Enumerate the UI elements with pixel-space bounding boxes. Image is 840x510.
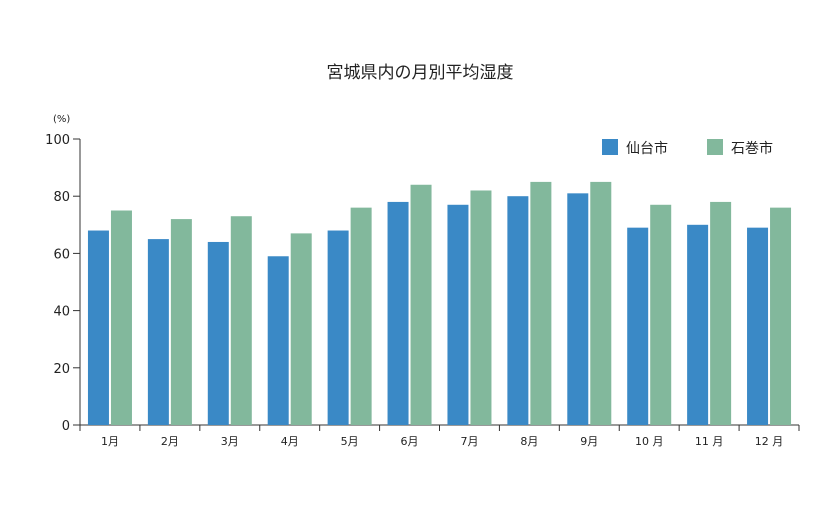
bar-1-8 (507, 196, 529, 425)
bar-1-1 (87, 230, 109, 425)
chart-title: 宮城県内の月別平均湿度 (327, 63, 514, 83)
bar-2-10 (650, 204, 672, 425)
bar-1-5 (327, 230, 349, 425)
bar-1-12 (747, 227, 769, 425)
bar-1-3 (207, 241, 229, 425)
x-category-label: 10 月 (635, 435, 664, 448)
y-tick-label: 80 (53, 190, 70, 205)
bar-2-3 (230, 216, 252, 425)
bar-2-11 (710, 201, 732, 425)
bar-2-4 (290, 233, 312, 425)
y-axis-unit-label: (%) (53, 114, 70, 125)
bar-2-12 (770, 207, 792, 425)
y-tick-label: 100 (45, 133, 70, 148)
legend-label: 石巻市 (731, 140, 773, 157)
x-category-label: 2月 (161, 435, 179, 448)
bar-1-9 (567, 193, 589, 425)
x-category-label: 3月 (221, 435, 239, 448)
x-category-label: 1月 (101, 435, 119, 448)
bar-1-2 (147, 239, 169, 425)
legend-swatch (602, 139, 618, 155)
x-category-label: 9月 (580, 435, 598, 448)
y-tick-label: 0 (62, 419, 70, 434)
x-category-label: 6月 (401, 435, 419, 448)
bar-2-6 (410, 184, 432, 425)
y-tick-label: 60 (53, 247, 70, 262)
bar-2-8 (530, 181, 552, 425)
bar-1-6 (387, 201, 409, 425)
bar-2-1 (110, 210, 132, 425)
bar-1-4 (267, 256, 289, 425)
bar-2-7 (470, 190, 492, 425)
axes: 0 20 40 60 80 100 1月 2月 3月 4月 5月 6月 7月 8月 9月 10 月 11 月 12… (45, 133, 800, 448)
bars (87, 181, 792, 425)
bar-2-2 (170, 219, 192, 425)
y-tick-label: 40 (53, 305, 70, 320)
bar-1-10 (627, 227, 649, 425)
legend-swatch (707, 139, 723, 155)
x-category-label: 7月 (460, 435, 478, 448)
x-category-label: 5月 (341, 435, 359, 448)
bar-1-11 (687, 224, 709, 425)
y-tick-label: 20 (53, 362, 70, 377)
legend-label: 仙台市 (626, 140, 668, 157)
bar-2-9 (590, 181, 612, 425)
bar-1-7 (447, 204, 469, 425)
bar-2-5 (350, 207, 372, 425)
x-category-label: 4月 (281, 435, 299, 448)
x-category-label: 11 月 (695, 435, 724, 448)
x-category-label: 8月 (520, 435, 538, 448)
x-category-label: 12 月 (755, 435, 784, 448)
legend: 仙台市 石巻市 (602, 139, 773, 157)
